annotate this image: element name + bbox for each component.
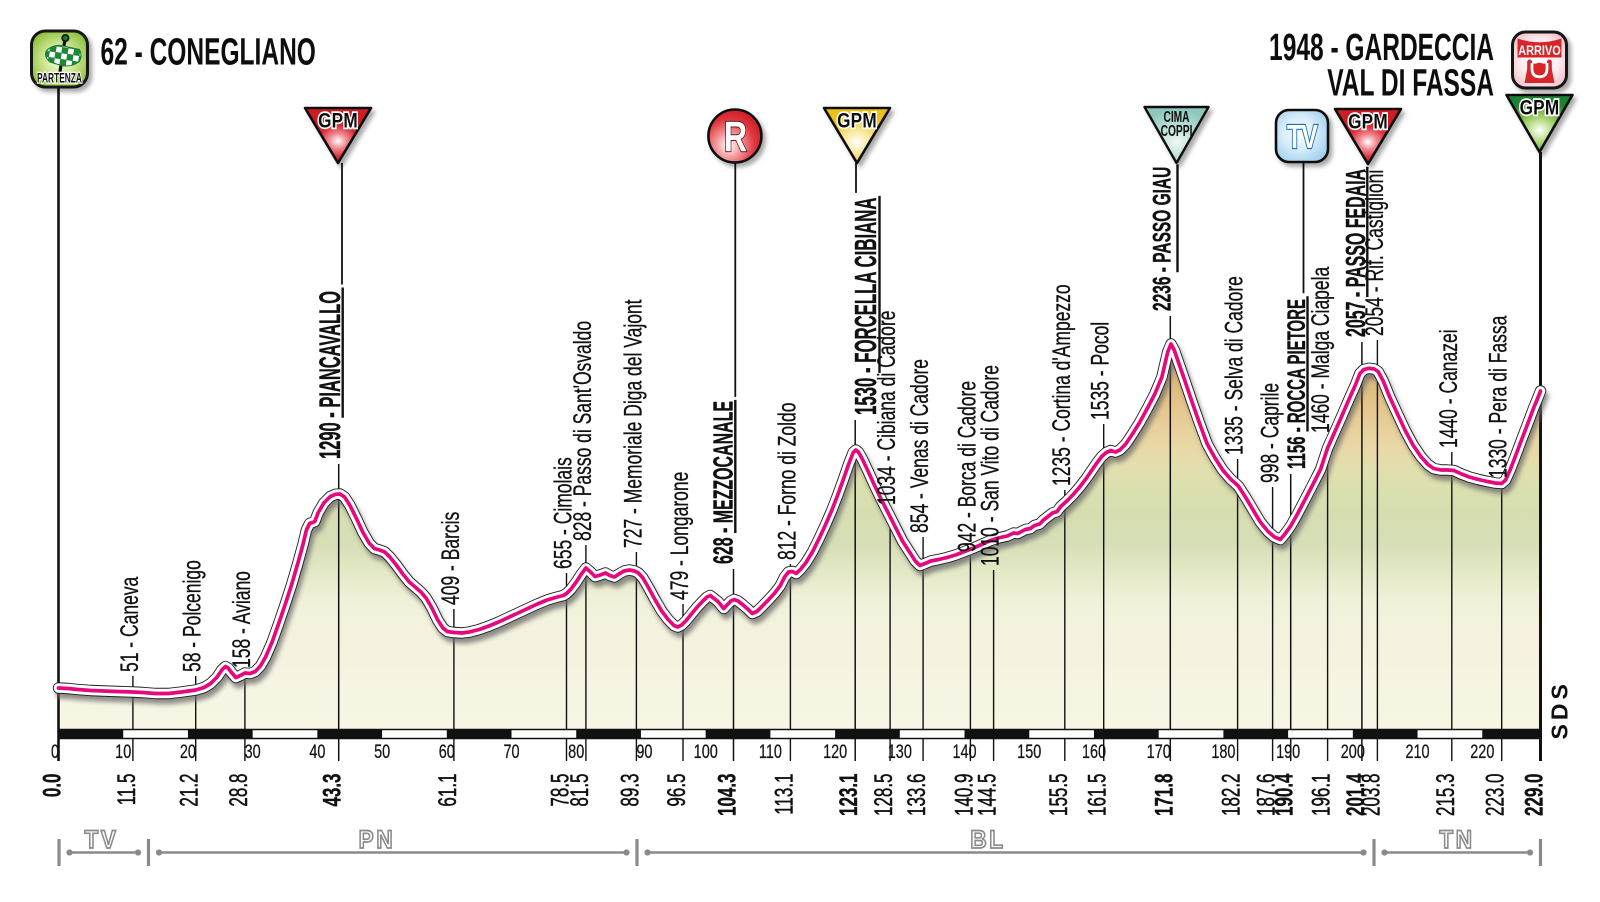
- svg-text:409 - Barcis: 409 - Barcis: [436, 512, 465, 605]
- svg-text:GPM: GPM: [837, 109, 877, 133]
- svg-text:200: 200: [1341, 741, 1365, 762]
- svg-text:998 - Caprile: 998 - Caprile: [1255, 383, 1284, 483]
- svg-text:1460 - Malga Ciapela: 1460 - Malga Ciapela: [1306, 267, 1335, 433]
- svg-text:51 - Caneva: 51 - Caneva: [115, 577, 144, 672]
- svg-text:0.0: 0.0: [38, 774, 66, 798]
- svg-text:20: 20: [180, 741, 196, 762]
- svg-text:220: 220: [1470, 741, 1494, 762]
- svg-text:2236 - PASSO GIAU: 2236 - PASSO GIAU: [1149, 167, 1177, 311]
- svg-text:1235 - Cortina d'Ampezzo: 1235 - Cortina d'Ampezzo: [1047, 284, 1076, 486]
- svg-text:62 - CONEGLIANO: 62 - CONEGLIANO: [101, 30, 316, 73]
- svg-text:1948 - GARDECCIA: 1948 - GARDECCIA: [1269, 26, 1494, 69]
- svg-text:70: 70: [503, 741, 519, 762]
- svg-text:2054 - Rif. Castiglioni: 2054 - Rif. Castiglioni: [1360, 170, 1389, 336]
- svg-text:PN: PN: [359, 826, 396, 854]
- svg-text:120: 120: [823, 741, 847, 762]
- svg-text:113.1: 113.1: [770, 774, 798, 815]
- svg-text:171.8: 171.8: [1150, 773, 1178, 816]
- svg-text:628 - MEZZOCANALE: 628 - MEZZOCANALE: [708, 401, 739, 564]
- svg-text:58 - Polcenigo: 58 - Polcenigo: [178, 560, 207, 672]
- svg-text:0: 0: [51, 741, 59, 762]
- svg-text:2057 - PASSO FEDAIA: 2057 - PASSO FEDAIA: [1341, 169, 1372, 337]
- svg-text:210: 210: [1405, 741, 1429, 762]
- svg-text:R: R: [724, 114, 747, 162]
- svg-text:11.5: 11.5: [113, 774, 141, 806]
- svg-text:180: 180: [1211, 741, 1235, 762]
- svg-text:GPM: GPM: [1348, 110, 1388, 134]
- svg-text:854 - Venas di Cadore: 854 - Venas di Cadore: [905, 359, 934, 533]
- svg-text:1290 - PIANCAVALLO: 1290 - PIANCAVALLO: [314, 291, 347, 459]
- svg-text:1330 - Pera di Fassa: 1330 - Pera di Fassa: [1484, 316, 1513, 478]
- svg-text:TV: TV: [84, 826, 118, 854]
- svg-text:100: 100: [694, 741, 718, 762]
- svg-text:PARTENZA: PARTENZA: [37, 72, 82, 86]
- svg-text:104.3: 104.3: [713, 773, 741, 816]
- svg-text:144.5: 144.5: [973, 774, 1001, 817]
- svg-text:TV: TV: [1287, 120, 1318, 156]
- svg-text:155.5: 155.5: [1045, 774, 1073, 817]
- svg-text:COPPI: COPPI: [1161, 122, 1193, 140]
- svg-text:190: 190: [1276, 741, 1300, 762]
- svg-text:133.6: 133.6: [903, 774, 931, 817]
- svg-text:201.4: 201.4: [1342, 773, 1370, 816]
- svg-text:SDS: SDS: [1547, 680, 1573, 739]
- svg-text:90: 90: [636, 741, 652, 762]
- svg-text:190.4: 190.4: [1270, 773, 1298, 816]
- svg-text:ARRIVO: ARRIVO: [1518, 43, 1561, 59]
- svg-text:727 - Memoriale Diga del Vajon: 727 - Memoriale Diga del Vajont: [618, 299, 647, 548]
- svg-text:140.9: 140.9: [950, 774, 978, 817]
- svg-text:89.3: 89.3: [616, 774, 644, 807]
- svg-text:BL: BL: [970, 826, 1005, 854]
- svg-text:160: 160: [1082, 741, 1106, 762]
- svg-text:161.5: 161.5: [1083, 774, 1111, 817]
- svg-text:1535 - Pocol: 1535 - Pocol: [1086, 322, 1115, 420]
- svg-text:61.1: 61.1: [434, 774, 462, 807]
- svg-text:479 - Longarone: 479 - Longarone: [665, 472, 694, 600]
- svg-text:1530 - FORCELLA CIBIANA: 1530 - FORCELLA CIBIANA: [850, 197, 883, 415]
- svg-text:942 - Borca di Cadore: 942 - Borca di Cadore: [952, 381, 981, 552]
- svg-text:60: 60: [439, 741, 455, 762]
- svg-text:1335 - Selva di Cadore: 1335 - Selva di Cadore: [1219, 276, 1248, 455]
- svg-text:GPM: GPM: [1520, 96, 1560, 120]
- svg-text:187.6: 187.6: [1252, 774, 1280, 817]
- svg-text:1034 - Cibiana di Cadore: 1034 - Cibiana di Cadore: [872, 311, 901, 505]
- svg-text:10: 10: [115, 741, 131, 762]
- svg-text:196.1: 196.1: [1307, 774, 1335, 817]
- svg-text:21.2: 21.2: [175, 774, 203, 807]
- svg-text:229.0: 229.0: [1520, 774, 1548, 817]
- svg-text:110: 110: [759, 741, 782, 762]
- svg-text:1010 - San Vito di Cadore: 1010 - San Vito di Cadore: [975, 365, 1004, 566]
- svg-text:655 - Cimolais: 655 - Cimolais: [548, 457, 577, 569]
- svg-text:1440 - Canazei: 1440 - Canazei: [1434, 329, 1463, 448]
- svg-text:28.8: 28.8: [225, 774, 253, 807]
- svg-text:150: 150: [1017, 741, 1041, 762]
- svg-text:96.5: 96.5: [663, 774, 691, 807]
- svg-text:123.1: 123.1: [835, 773, 863, 816]
- svg-text:828 - Passo di Sant'Osvaldo: 828 - Passo di Sant'Osvaldo: [568, 321, 597, 541]
- svg-text:223.0: 223.0: [1481, 773, 1509, 816]
- svg-text:140: 140: [952, 741, 976, 762]
- svg-text:81.5: 81.5: [566, 774, 594, 807]
- svg-text:78.5: 78.5: [546, 774, 574, 807]
- svg-text:GPM: GPM: [318, 109, 358, 133]
- svg-text:203.8: 203.8: [1357, 774, 1385, 817]
- svg-text:VAL DI FASSA: VAL DI FASSA: [1327, 61, 1494, 104]
- svg-text:CIMA: CIMA: [1163, 108, 1190, 126]
- svg-text:1156 - ROCCA PIETORE: 1156 - ROCCA PIETORE: [1283, 299, 1311, 469]
- svg-text:812 - Forno di Zoldo: 812 - Forno di Zoldo: [772, 403, 801, 560]
- svg-text:TN: TN: [1439, 826, 1474, 854]
- svg-text:128.5: 128.5: [870, 774, 898, 817]
- svg-text:215.3: 215.3: [1432, 774, 1460, 817]
- svg-text:130: 130: [888, 741, 912, 762]
- svg-text:50: 50: [374, 741, 390, 762]
- svg-text:170: 170: [1147, 741, 1171, 762]
- svg-text:80: 80: [568, 741, 584, 762]
- svg-text:40: 40: [309, 741, 325, 762]
- svg-text:158 - Aviano: 158 - Aviano: [227, 571, 256, 668]
- svg-text:43.3: 43.3: [318, 773, 346, 806]
- svg-text:30: 30: [245, 741, 261, 762]
- svg-text:182.2: 182.2: [1217, 774, 1245, 817]
